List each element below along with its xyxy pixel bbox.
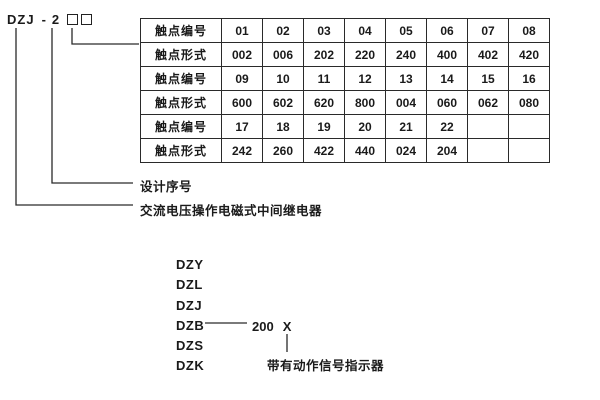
series-item-dzs: DZS <box>176 338 204 354</box>
table-cell: 800 <box>344 90 386 115</box>
table-cell: 402 <box>467 42 509 67</box>
table-cell: 02 <box>262 18 304 43</box>
model-series-number: 2 <box>51 11 61 27</box>
table-cell: 09 <box>221 66 263 91</box>
table-cell: 06 <box>426 18 468 43</box>
model-designation: DZJ - 2 <box>7 11 95 27</box>
table-cell: 002 <box>221 42 263 67</box>
table-cell: 07 <box>467 18 509 43</box>
row-header: 触点形式 <box>140 138 222 163</box>
table-cell: 080 <box>508 90 550 115</box>
table-cell: 060 <box>426 90 468 115</box>
table-cell: 620 <box>303 90 345 115</box>
table-cell: 202 <box>303 42 345 67</box>
table-cell: 024 <box>385 138 427 163</box>
series-item-dzy: DZY <box>176 257 204 272</box>
table-cell: 240 <box>385 42 427 67</box>
table-cell: 260 <box>262 138 304 163</box>
dzb-suffix-value: 200 <box>252 318 274 334</box>
table-cell: 03 <box>303 18 345 43</box>
design-serial-label: 设计序号 <box>140 180 193 194</box>
table-row: 触点编号 01 02 03 04 05 06 07 08 <box>140 18 550 43</box>
table-row: 触点形式 002 006 202 220 240 400 402 420 <box>140 42 550 67</box>
table-cell: 04 <box>344 18 386 43</box>
table-cell <box>508 138 550 163</box>
series-item-dzk: DZK <box>176 358 205 374</box>
series-item-dzb: DZB <box>176 317 205 333</box>
table-row: 触点形式 242 260 422 440 024 204 <box>140 138 550 163</box>
series-item-dzl: DZL <box>176 277 203 293</box>
table-cell: 220 <box>344 42 386 67</box>
table-cell: 08 <box>508 18 550 43</box>
table-cell: 21 <box>385 114 427 139</box>
table-cell: 19 <box>303 114 345 139</box>
relay-type-label: 交流电压操作电磁式中间继电器 <box>140 204 323 218</box>
placeholder-box-icon <box>81 13 93 25</box>
table-cell <box>508 114 550 139</box>
table-cell: 440 <box>344 138 386 163</box>
table-cell: 004 <box>385 90 427 115</box>
table-cell: 05 <box>385 18 427 43</box>
row-header: 触点形式 <box>140 90 222 115</box>
table-cell: 22 <box>426 114 468 139</box>
table-cell: 204 <box>426 138 468 163</box>
table-cell <box>467 138 509 163</box>
table-cell: 18 <box>262 114 304 139</box>
row-header: 触点编号 <box>140 66 222 91</box>
placeholder-box-icon <box>67 13 79 25</box>
indicator-note-label: 带有动作信号指示器 <box>267 359 385 373</box>
table-cell: 422 <box>303 138 345 163</box>
connector-design-serial-line <box>51 28 133 184</box>
table-cell: 16 <box>508 66 550 91</box>
table-cell: 12 <box>344 66 386 91</box>
table-cell: 10 <box>262 66 304 91</box>
row-header: 触点编号 <box>140 114 222 139</box>
table-cell: 11 <box>303 66 345 91</box>
table-cell: 01 <box>221 18 263 43</box>
table-cell: 420 <box>508 42 550 67</box>
row-header: 触点编号 <box>140 18 222 43</box>
table-cell: 062 <box>467 90 509 115</box>
dzb-suffix: 200 X <box>252 316 291 336</box>
table-cell: 20 <box>344 114 386 139</box>
row-header: 触点形式 <box>140 42 222 67</box>
table-cell: 006 <box>262 42 304 67</box>
connector-relay-type-line <box>15 28 133 206</box>
table-cell: 602 <box>262 90 304 115</box>
table-row: 触点编号 09 10 11 12 13 14 15 16 <box>140 66 550 91</box>
table-row: 触点形式 600 602 620 800 004 060 062 080 <box>140 90 550 115</box>
table-cell: 14 <box>426 66 468 91</box>
table-row: 触点编号 17 18 19 20 21 22 <box>140 114 550 139</box>
table-cell <box>467 114 509 139</box>
contact-code-table: 触点编号 01 02 03 04 05 06 07 08 触点形式 002 00… <box>140 18 550 163</box>
table-cell: 600 <box>221 90 263 115</box>
table-cell: 13 <box>385 66 427 91</box>
table-cell: 242 <box>221 138 263 163</box>
table-cell: 400 <box>426 42 468 67</box>
table-cell: 17 <box>221 114 263 139</box>
connector-contact-table-line <box>71 28 139 45</box>
model-separator: - <box>41 11 47 27</box>
series-type-list: DZY DZL DZJ DZB DZS DZK <box>176 255 204 377</box>
table-cell: 15 <box>467 66 509 91</box>
dzb-suffix-variable: X <box>282 318 292 334</box>
series-item-dzj: DZJ <box>176 297 203 313</box>
model-prefix: DZJ <box>7 11 35 27</box>
